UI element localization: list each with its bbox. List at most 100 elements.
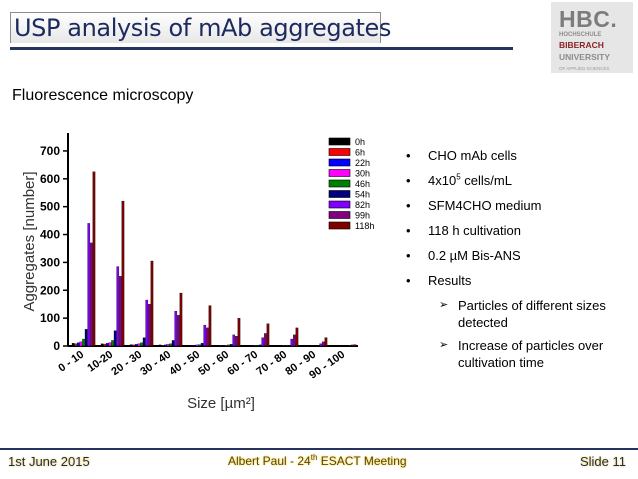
bar (177, 315, 180, 347)
bar (208, 305, 212, 347)
bullet-item: • 118 h cultivation (406, 218, 636, 243)
sub-bullet-text: Increase of particles over cultivation t… (458, 338, 604, 370)
legend-label: 30h (355, 169, 370, 179)
footer-slide-number: Slide 11 (579, 454, 626, 469)
bar (203, 324, 207, 347)
x-axis-label: Size [µm²] (187, 395, 255, 412)
bullet-list: • CHO mAb cells • 4x105 cells/mL • SFM4CHO … (406, 143, 636, 377)
bar (195, 344, 199, 347)
bar (187, 345, 191, 347)
bar (316, 345, 320, 347)
x-tick-label: 70 - 80 (254, 349, 289, 378)
legend-swatch (328, 221, 351, 230)
y-tick-label: 300 (40, 255, 60, 269)
bar (111, 340, 114, 347)
title-box (10, 12, 381, 43)
x-tick-label: 0 - 10 (56, 349, 86, 375)
bar (179, 292, 183, 347)
bullet-dot-icon: • (406, 148, 411, 163)
bar (148, 304, 151, 347)
sub-bullet-text: Particles of different sizes detected (458, 298, 606, 330)
logo-line1: HOCHSCHULE (559, 32, 602, 38)
bar (113, 330, 117, 347)
bullet-dot-icon: • (406, 198, 411, 213)
bar (87, 223, 91, 347)
bar (132, 344, 136, 347)
logo-hbc: HBC. (559, 6, 618, 32)
x-tick-label: 40 - 50 (167, 349, 202, 378)
bullet-item: • 4x105 cells/mL (406, 168, 636, 193)
legend-label: 118h (355, 221, 374, 231)
footer-event: Albert Paul - 24th ESACT Meeting (228, 453, 407, 469)
bar (237, 317, 241, 347)
legend-label: 6h (355, 148, 365, 158)
y-tick-label: 500 (40, 200, 60, 214)
bullet-dot-icon: • (406, 173, 411, 188)
logo-line3: UNIVERSITY (559, 52, 611, 62)
footer-event-sup: th (310, 453, 318, 462)
bar (264, 333, 267, 347)
bullet-text: Results (428, 273, 472, 288)
bar (135, 344, 138, 347)
legend-swatch (328, 200, 351, 209)
bar (193, 345, 196, 347)
bar (261, 337, 265, 347)
university-logo: HBC. HOCHSCHULE BIBERACH UNIVERSITY OF A… (551, 2, 633, 73)
bar (253, 345, 257, 347)
bullet-item: • Results (406, 268, 636, 293)
bullet-dot-icon: • (406, 248, 411, 263)
section-subtitle: Fluorescence microscopy (12, 87, 194, 104)
bar (84, 329, 88, 347)
bullet-dot-icon: • (406, 223, 411, 238)
bar (142, 337, 146, 347)
bar (100, 343, 104, 347)
bar (222, 345, 225, 347)
bar (140, 342, 143, 347)
bar (82, 338, 85, 347)
bar (206, 327, 209, 347)
bar (158, 344, 162, 347)
y-tick-label: 400 (40, 228, 60, 242)
footer-rule (0, 448, 638, 450)
bar (319, 343, 323, 347)
y-tick-label: 600 (40, 172, 60, 186)
bar (92, 171, 96, 347)
bar (219, 345, 223, 347)
bar (137, 343, 141, 347)
y-tick-label: 200 (40, 283, 60, 297)
logo-line4: OF APPLIED SCIENCES (559, 66, 610, 71)
footer-event-pre: Albert Paul - 24 (228, 454, 311, 468)
bar (103, 343, 107, 347)
bar (282, 345, 286, 347)
bullet-dot-icon: • (406, 273, 411, 288)
bar (71, 343, 75, 347)
legend-label: 82h (355, 200, 370, 210)
bar (90, 242, 93, 347)
bar (229, 344, 233, 347)
bar (353, 344, 357, 347)
footer-event-post: ESACT Meeting (317, 454, 407, 468)
bar (171, 340, 175, 347)
bar (116, 266, 120, 347)
bar (293, 334, 296, 347)
bar (258, 344, 262, 347)
bullet-text: 118 h cultivation (428, 223, 521, 238)
bar (108, 342, 112, 347)
x-tick-label: 50 - 60 (196, 349, 231, 378)
arrow-bullet-icon: ➢ (439, 339, 449, 351)
bar (74, 343, 78, 347)
bar (119, 276, 122, 347)
bar (251, 345, 254, 347)
x-tick-label: 30 - 40 (138, 349, 173, 378)
legend-swatch (328, 148, 351, 156)
bar (256, 345, 259, 347)
bar (166, 344, 170, 347)
sub-bullet-item: ➢ Particles of different sizes detected (406, 297, 636, 331)
bar (190, 345, 194, 347)
y-axis-label: Aggregates [number] (21, 171, 38, 311)
bar (290, 338, 294, 347)
bar (129, 344, 133, 347)
bar (164, 344, 167, 347)
bar (245, 345, 249, 347)
bar (232, 334, 236, 347)
